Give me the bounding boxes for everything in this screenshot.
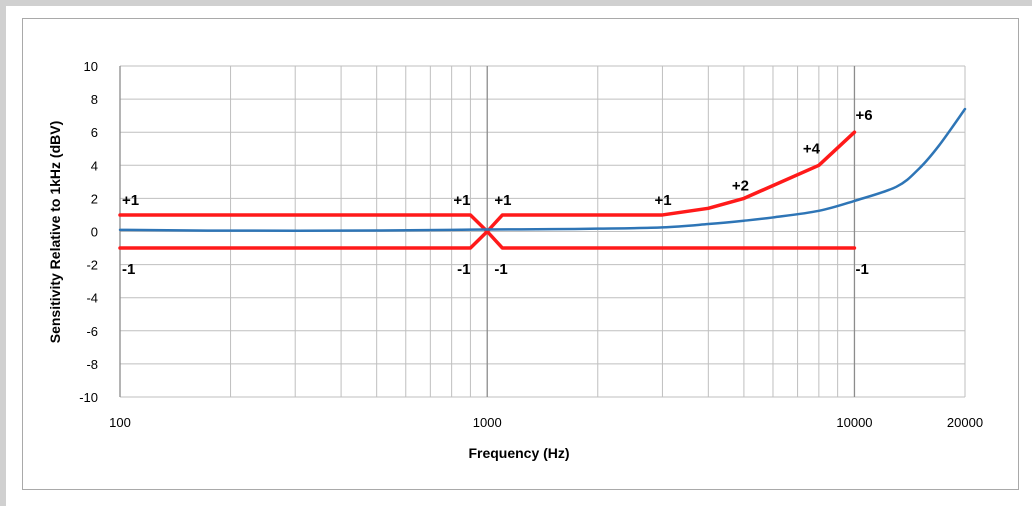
annotation-label: -1 xyxy=(122,261,135,278)
y-tick-label: 6 xyxy=(91,125,98,140)
upper-limit-line xyxy=(118,130,857,234)
x-tick-label: 20000 xyxy=(947,415,983,430)
annotation-label: +2 xyxy=(732,177,749,194)
y-tick-label: 4 xyxy=(91,158,98,173)
annotation-label: -1 xyxy=(494,261,507,278)
annotation-label: +4 xyxy=(803,140,821,157)
x-tick-label: 10000 xyxy=(836,415,872,430)
annotation-label: +1 xyxy=(654,192,671,209)
x-tick-label: 100 xyxy=(109,415,131,430)
y-tick-label: -6 xyxy=(86,324,98,339)
y-tick-label: 0 xyxy=(91,225,98,240)
x-tick-label: 1000 xyxy=(473,415,502,430)
y-tick-label: -2 xyxy=(86,258,98,273)
annotation-label: +6 xyxy=(855,107,872,124)
y-axis-label: Sensitivity Relative to 1kHz (dBV) xyxy=(47,121,63,344)
annotation-label: -1 xyxy=(855,261,868,278)
response-curve xyxy=(118,107,967,232)
y-tick-label: 2 xyxy=(91,191,98,206)
y-tick-label: -8 xyxy=(86,357,98,372)
x-axis-label: Frequency (Hz) xyxy=(468,445,569,461)
annotation-label: +1 xyxy=(122,192,139,209)
annotation-label: +1 xyxy=(494,192,511,209)
y-tick-label: -4 xyxy=(86,291,98,306)
annotations: +1 -1 +1 -1 +1 -1 +1 +2 +4 +6 -1 xyxy=(122,107,873,278)
y-tick-label: 10 xyxy=(84,59,98,74)
series-group xyxy=(118,107,967,250)
y-tick-label: -10 xyxy=(79,390,98,405)
y-axis-ticks: 10 8 6 4 2 0 -2 -4 -6 -8 -10 xyxy=(79,59,98,405)
annotation-label: -1 xyxy=(457,261,470,278)
y-tick-label: 8 xyxy=(91,92,98,107)
x-axis-ticks: 100 1000 10000 20000 xyxy=(109,415,983,430)
chart-panel xyxy=(22,18,1019,490)
annotation-label: +1 xyxy=(453,192,470,209)
